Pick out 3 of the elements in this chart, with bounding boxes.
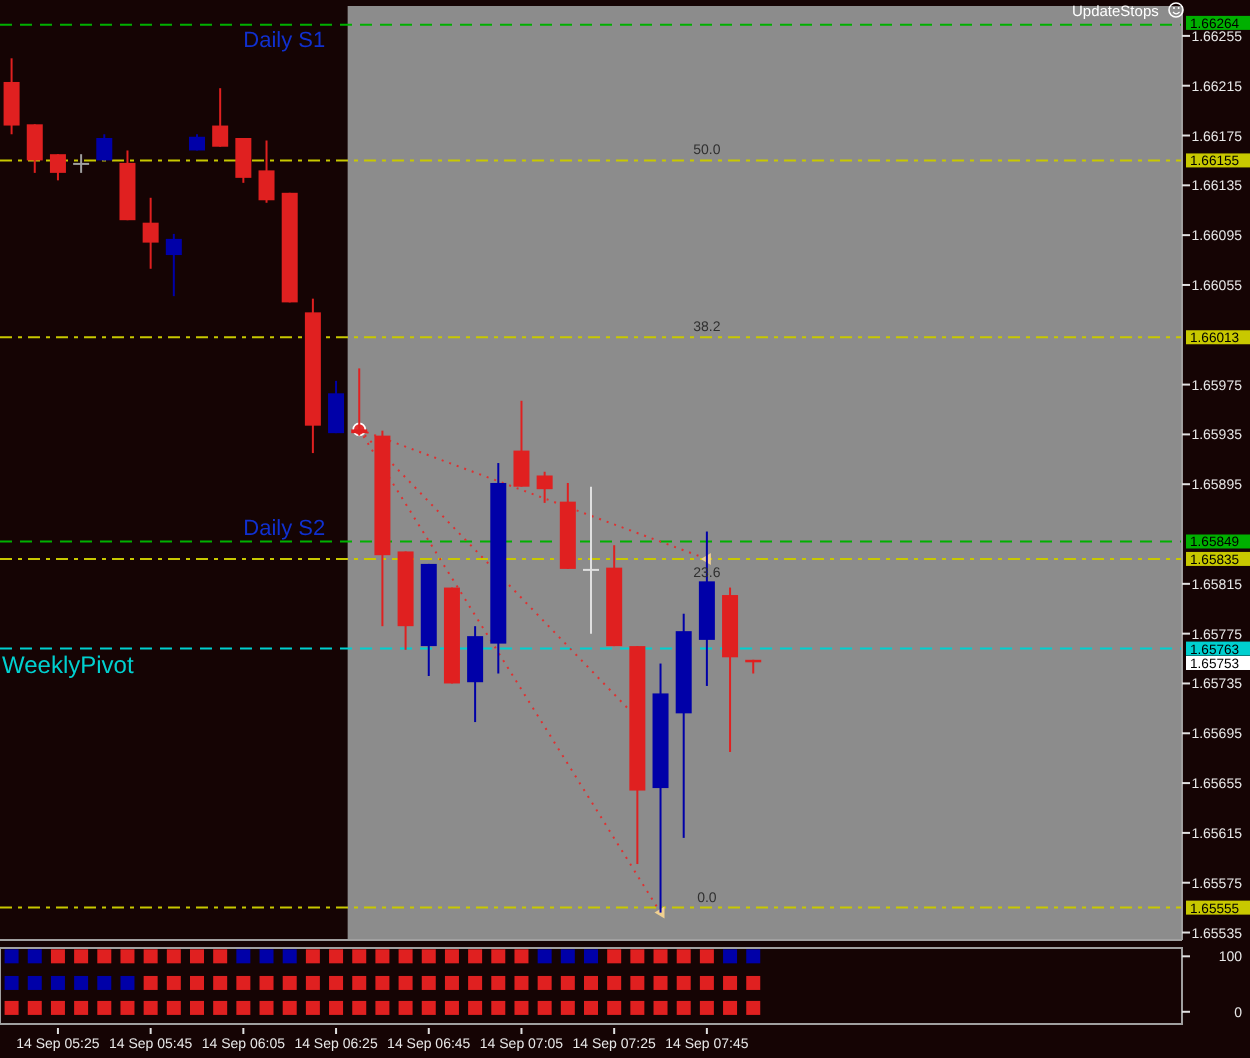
annotation: WeeklyPivot — [2, 650, 135, 679]
annotation: Daily S1 — [243, 28, 326, 53]
annotation: Daily S2 — [243, 517, 326, 542]
